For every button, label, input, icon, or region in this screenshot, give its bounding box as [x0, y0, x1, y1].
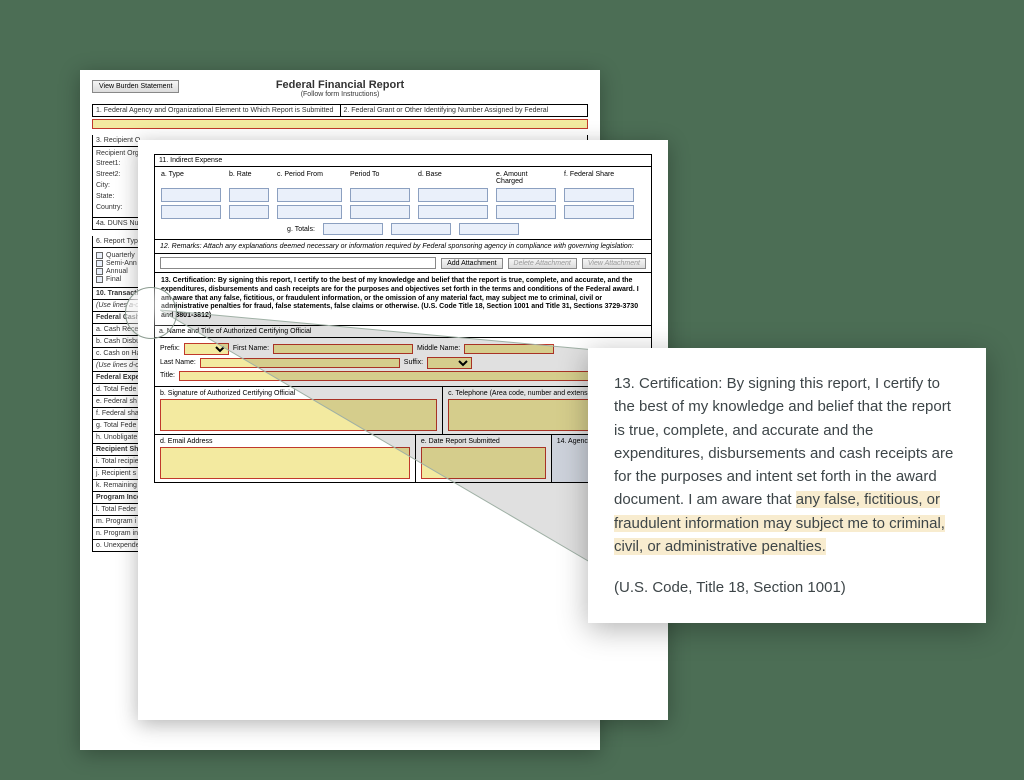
remarks-label: 12. Remarks: Attach any explanations dee… [154, 240, 652, 254]
totals-label: g. Totals: [287, 226, 315, 233]
total-cell [391, 223, 451, 235]
checkbox[interactable] [96, 268, 103, 275]
cell[interactable] [564, 205, 634, 219]
checkbox[interactable] [96, 260, 103, 267]
email-label: d. Email Address [160, 438, 410, 445]
total-cell [459, 223, 519, 235]
col-pto: Period To [350, 171, 410, 185]
attachment-field[interactable] [160, 257, 436, 269]
callout-lead: 13. Certification: [614, 375, 727, 392]
quarterly-label: Quarterly [106, 252, 135, 259]
cell[interactable] [161, 188, 221, 202]
prefix-select[interactable] [184, 343, 229, 355]
middle-field[interactable] [464, 344, 554, 354]
hdr-2: 2. Federal Grant or Other Identifying Nu… [341, 105, 588, 116]
col-amount: e. Amount Charged [496, 171, 556, 185]
col-fed: f. Federal Share [564, 171, 634, 185]
callout-text: 13. Certification: By signing this repor… [614, 372, 960, 558]
cell[interactable] [418, 188, 488, 202]
cell[interactable] [418, 205, 488, 219]
cell[interactable] [564, 188, 634, 202]
checkbox[interactable] [96, 276, 103, 283]
title-field[interactable] [179, 371, 646, 381]
callout-body: By signing this report, I certify to the… [614, 375, 953, 508]
country-label: Country: [96, 204, 136, 211]
state-label: State: [96, 193, 136, 200]
name-title-hdr: a. Name and Title of Authorized Certifyi… [154, 326, 652, 338]
yellow-field[interactable] [92, 119, 588, 129]
cell[interactable] [496, 188, 556, 202]
cell[interactable] [277, 188, 342, 202]
col-type: a. Type [161, 171, 221, 185]
cert-body: By signing this report, I certify to the… [161, 277, 639, 319]
total-cell [323, 223, 383, 235]
last-name-label: Last Name: [160, 359, 196, 366]
col-pfrom: c. Period From [277, 171, 342, 185]
indirect-row [161, 188, 645, 202]
cell[interactable] [277, 205, 342, 219]
semi-label: Semi-Ann [106, 260, 137, 267]
callout-citation: (U.S. Code, Title 18, Section 1001) [614, 576, 960, 599]
city-label: City: [96, 182, 136, 189]
date-label: e. Date Report Submitted [421, 438, 546, 445]
cell[interactable] [350, 205, 410, 219]
sig-label: b. Signature of Authorized Certifying Of… [160, 390, 437, 397]
col-rate: b. Rate [229, 171, 269, 185]
suffix-label: Suffix: [404, 359, 423, 366]
cell[interactable] [229, 188, 269, 202]
email-field[interactable] [160, 447, 410, 479]
sig-field[interactable] [160, 399, 437, 431]
view-attachment-button: View Attachment [582, 258, 646, 269]
indirect-row [161, 205, 645, 219]
final-label: Final [106, 276, 121, 283]
cell[interactable] [496, 205, 556, 219]
suffix-select[interactable] [427, 357, 472, 369]
add-attachment-button[interactable]: Add Attachment [441, 258, 502, 269]
sec11-title: 11. Indirect Expense [154, 154, 652, 167]
cell[interactable] [350, 188, 410, 202]
checkbox[interactable] [96, 252, 103, 259]
prefix-label: Prefix: [160, 345, 180, 352]
cert-lead: 13. Certification: [161, 277, 216, 284]
middle-label: Middle Name: [417, 345, 460, 352]
col-base: d. Base [418, 171, 488, 185]
first-name-label: First Name: [233, 345, 269, 352]
cell[interactable] [161, 205, 221, 219]
hdr-1: 1. Federal Agency and Organizational Ele… [93, 105, 341, 116]
certification-callout: 13. Certification: By signing this repor… [588, 348, 986, 623]
cell[interactable] [229, 205, 269, 219]
title-label: Title: [160, 372, 175, 379]
date-field[interactable] [421, 447, 546, 479]
last-name-field[interactable] [200, 358, 400, 368]
view-burden-button[interactable]: View Burden Statement [92, 80, 179, 93]
street1-label: Street1: [96, 160, 136, 167]
delete-attachment-button: Delete Attachment [508, 258, 577, 269]
annual-label: Annual [106, 268, 128, 275]
street2-label: Street2: [96, 171, 136, 178]
first-name-field[interactable] [273, 344, 413, 354]
certification-box: 13. Certification: By signing this repor… [154, 273, 652, 326]
